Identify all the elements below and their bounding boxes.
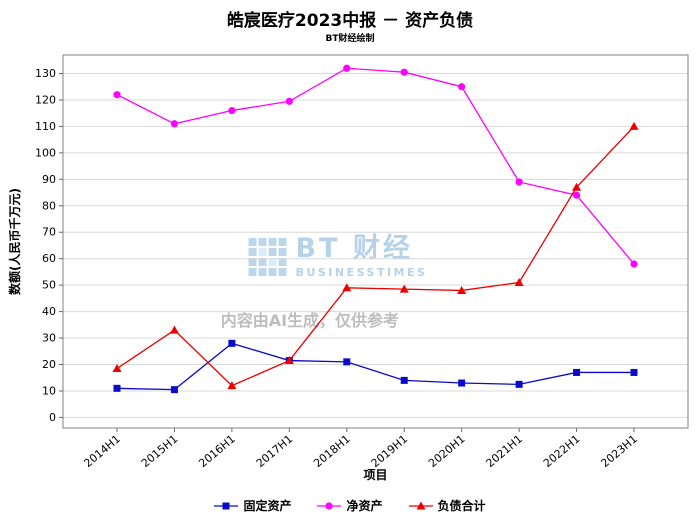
bt-logo-icon bbox=[248, 238, 287, 276]
svg-text:20: 20 bbox=[42, 358, 56, 371]
svg-text:2020H1: 2020H1 bbox=[426, 432, 467, 470]
legend: 固定资产 净资产 负债合计 bbox=[0, 497, 700, 514]
y-axis-label-wrap: 数额(人民币千万元) bbox=[0, 55, 28, 428]
svg-text:110: 110 bbox=[35, 120, 56, 133]
chart-title: 皓宸医疗2023中报 － 资产负债 bbox=[226, 11, 474, 31]
bt-logo-subtext: BUSINESSTIMES bbox=[295, 266, 428, 279]
x-axis-label: 项目 bbox=[363, 468, 388, 482]
svg-text:0: 0 bbox=[49, 411, 56, 424]
legend-item: 负债合计 bbox=[408, 497, 486, 514]
legend-marker-circle-icon bbox=[317, 501, 342, 510]
svg-text:2017H1: 2017H1 bbox=[254, 432, 295, 470]
svg-text:120: 120 bbox=[35, 93, 56, 106]
svg-text:90: 90 bbox=[42, 173, 56, 186]
svg-text:50: 50 bbox=[42, 279, 56, 292]
watermark-disclaimer: 内容由AI生成，仅供参考 bbox=[220, 311, 400, 330]
legend-marker-square-icon bbox=[214, 502, 239, 509]
svg-text:2018H1: 2018H1 bbox=[311, 432, 352, 470]
svg-text:2014H1: 2014H1 bbox=[81, 432, 122, 470]
bt-logo: BT 财经 BUSINESSTIMES bbox=[248, 235, 428, 279]
legend-label: 负债合计 bbox=[437, 499, 486, 513]
y-axis-label: 数额(人民币千万元) bbox=[7, 188, 22, 295]
legend-label: 净资产 bbox=[346, 499, 383, 513]
watermark: BT 财经 BUSINESSTIMES 内容由AI生成，仅供参考 bbox=[63, 55, 688, 428]
legend-marker-triangle-icon bbox=[408, 501, 433, 509]
svg-text:2016H1: 2016H1 bbox=[196, 432, 237, 470]
svg-text:40: 40 bbox=[42, 305, 56, 318]
bt-logo-textblock: BT 财经 BUSINESSTIMES bbox=[296, 235, 428, 279]
svg-text:2015H1: 2015H1 bbox=[139, 432, 180, 470]
bt-logo-text: BT 财经 bbox=[295, 233, 413, 264]
svg-text:80: 80 bbox=[42, 199, 56, 212]
svg-text:2021H1: 2021H1 bbox=[484, 432, 525, 470]
svg-text:2023H1: 2023H1 bbox=[598, 432, 639, 470]
svg-text:30: 30 bbox=[42, 332, 56, 345]
chart-subtitle: BT财经绘制 bbox=[325, 34, 375, 44]
svg-text:130: 130 bbox=[35, 67, 56, 80]
svg-text:2019H1: 2019H1 bbox=[369, 432, 410, 470]
legend-item: 固定资产 bbox=[214, 497, 291, 514]
svg-text:60: 60 bbox=[42, 252, 56, 265]
svg-text:100: 100 bbox=[35, 146, 56, 159]
legend-item: 净资产 bbox=[317, 497, 383, 514]
svg-text:2022H1: 2022H1 bbox=[541, 432, 582, 470]
legend-label: 固定资产 bbox=[243, 499, 292, 513]
svg-text:10: 10 bbox=[42, 384, 56, 397]
svg-text:70: 70 bbox=[42, 226, 56, 239]
